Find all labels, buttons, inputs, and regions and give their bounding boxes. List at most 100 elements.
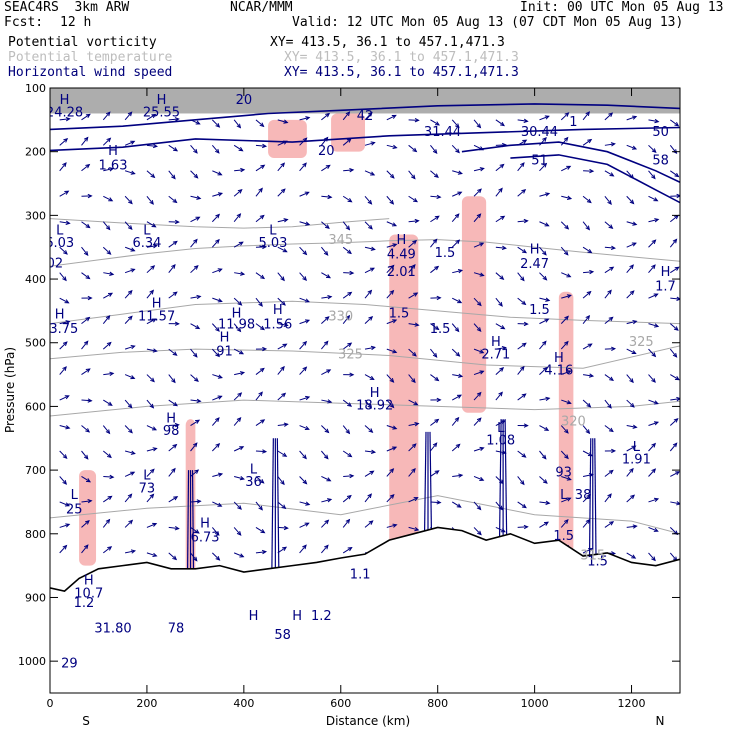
wind-vector <box>124 425 133 434</box>
wind-vector <box>190 469 199 477</box>
wind-vector <box>539 192 550 197</box>
wind-vector <box>59 366 67 375</box>
wind-vector <box>342 221 350 230</box>
wind-vector <box>430 145 438 154</box>
wind-vector <box>560 316 569 324</box>
wind-vector <box>583 374 594 377</box>
wind-vector-head <box>564 428 569 434</box>
wind-vector-head <box>631 445 637 450</box>
wind-vector <box>648 119 659 123</box>
wind-vector <box>277 246 287 253</box>
wind-vector-head <box>392 243 398 248</box>
wind-vector-head <box>369 267 375 272</box>
wind-vector <box>539 521 549 528</box>
wind-vector-head <box>282 546 288 552</box>
wind-vector-head <box>172 351 178 356</box>
wind-vector <box>321 296 332 299</box>
wind-vector <box>103 495 112 503</box>
wind-vector-head <box>130 549 137 554</box>
wind-vector <box>211 417 220 426</box>
wind-vector-head <box>193 173 199 179</box>
wind-vector <box>342 195 352 203</box>
wind-vector-head <box>172 198 178 204</box>
wind-vector <box>124 221 133 230</box>
wind-vector-head <box>651 352 657 358</box>
wind-vector-head <box>193 148 198 154</box>
wind-speed-contour <box>50 103 680 131</box>
wind-vector-head <box>674 266 680 271</box>
y-tick-label: 600 <box>25 400 46 413</box>
wind-vector-head <box>436 295 442 301</box>
wind-vector-head <box>109 271 115 276</box>
wind-vector-head <box>523 118 529 123</box>
wind-vector-head <box>149 200 154 205</box>
wind-vector-head <box>476 391 482 397</box>
wind-vector <box>560 137 569 146</box>
wind-vector <box>582 343 592 350</box>
wind-vector-head <box>195 216 201 221</box>
wind-vector <box>102 221 111 230</box>
wind-vector <box>451 323 460 332</box>
wind-vector-head <box>305 221 311 226</box>
wind-vector-head <box>323 340 329 346</box>
extremum-label: L <box>560 488 568 503</box>
wind-vector <box>146 552 157 557</box>
wind-vector <box>146 447 157 452</box>
wind-vector-head <box>498 187 503 193</box>
theta-contour <box>50 495 680 535</box>
wind-vector-head <box>674 172 680 178</box>
wind-vector <box>168 144 178 152</box>
wind-vector <box>452 269 463 274</box>
wind-vector <box>59 395 69 401</box>
wind-vector-head <box>476 123 482 129</box>
wind-vector <box>582 425 590 434</box>
extremum-label: 11.57 <box>138 309 175 324</box>
wind-vector <box>364 142 375 146</box>
wind-vector-head <box>412 147 418 153</box>
wind-vector <box>321 545 329 554</box>
wind-vector-head <box>237 188 243 194</box>
wind-vector <box>321 450 329 459</box>
wind-vector-head <box>64 502 71 507</box>
wind-vector <box>364 520 373 528</box>
wind-vector-head <box>674 376 680 381</box>
wind-vector <box>561 475 571 481</box>
wind-speed-contour <box>510 154 680 204</box>
wind-vector-head <box>651 174 656 180</box>
wind-vector <box>539 367 548 375</box>
wind-vector <box>190 239 198 248</box>
wind-vector-head <box>345 225 351 231</box>
wind-vector-head <box>541 454 547 460</box>
wind-vector-head <box>676 501 680 506</box>
wind-vector <box>255 188 263 197</box>
wind-vector-head <box>83 544 89 550</box>
wind-vector <box>102 342 112 350</box>
wind-vector <box>386 265 395 274</box>
extremum-label: L <box>56 223 64 238</box>
wind-vector-head <box>87 398 93 403</box>
wind-vector-head <box>325 112 331 118</box>
wind-vector <box>582 221 590 230</box>
wind-vector <box>321 221 330 229</box>
wind-vector <box>604 374 614 381</box>
wind-vector <box>430 215 440 223</box>
wind-vector <box>582 473 593 477</box>
x-tick-label: 200 <box>136 697 157 710</box>
wind-vector <box>255 419 265 426</box>
wind-vector-head <box>149 403 155 409</box>
wind-vector <box>146 374 155 382</box>
wind-vector-head <box>127 111 133 117</box>
wind-vector <box>451 394 462 401</box>
wind-vector <box>430 501 441 504</box>
wind-vector-head <box>347 546 353 552</box>
wind-vector-head <box>194 377 199 382</box>
wind-vector-head <box>454 213 460 219</box>
wind-vector-head <box>215 327 220 332</box>
terrain-line <box>50 526 680 592</box>
wind-vector <box>255 164 265 172</box>
wind-vector-head <box>653 293 659 298</box>
wind-vector-head <box>674 122 680 127</box>
wind-vector <box>277 450 287 457</box>
wind-vector <box>234 372 245 376</box>
wind-vector <box>277 162 285 172</box>
